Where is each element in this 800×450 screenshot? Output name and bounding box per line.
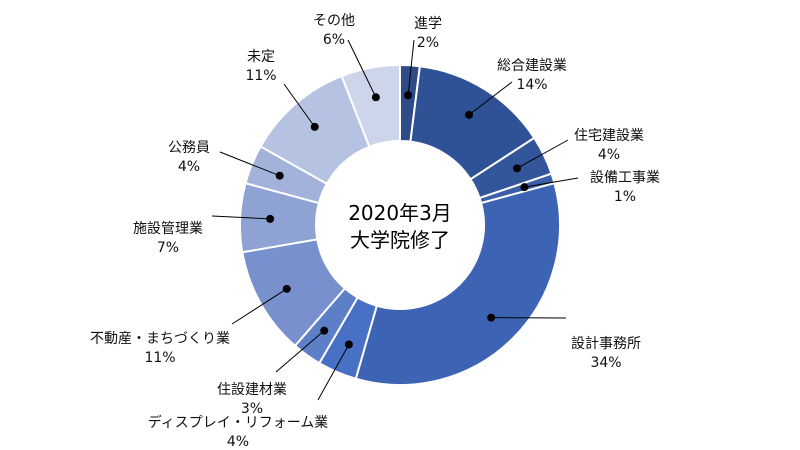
slice-value-11: 6% xyxy=(323,32,345,48)
leader-dot-10 xyxy=(310,122,319,131)
leader-dot-7 xyxy=(282,284,291,293)
leader-lines xyxy=(211,39,579,401)
leader-dot-4 xyxy=(487,313,496,322)
leader-line-7 xyxy=(231,288,288,325)
slice-value-0: 2% xyxy=(417,35,439,51)
slice-label-0: 進学 xyxy=(414,16,442,32)
slice-value-10: 11% xyxy=(245,68,276,84)
donut-slices xyxy=(239,63,561,386)
leader-dot-9 xyxy=(275,171,284,180)
slice-value-8: 7% xyxy=(157,240,179,256)
leader-dot-2 xyxy=(513,164,522,173)
slice-value-1: 14% xyxy=(516,77,547,93)
leader-line-8 xyxy=(211,215,271,220)
leader-dot-11 xyxy=(371,93,380,102)
leader-line-5 xyxy=(317,344,350,401)
leader-line-9 xyxy=(219,151,280,177)
slice-4 xyxy=(354,181,561,386)
leader-line-11 xyxy=(347,39,377,98)
leader-dot-1 xyxy=(465,110,474,119)
leader-line-10 xyxy=(283,83,316,128)
leader-dot-8 xyxy=(266,214,275,223)
slice-label-10: 未定 xyxy=(247,49,275,65)
slice-labels: 進学 2% 総合建設業 14% 住宅建設業 4% 設備工事業 1% 設計事務所 34% ディスプレイ… xyxy=(90,13,660,450)
leader-dot-6 xyxy=(320,326,329,335)
slice-value-4: 34% xyxy=(590,355,621,371)
leader-dot-0 xyxy=(404,91,413,100)
leader-line-1 xyxy=(468,81,513,116)
slice-value-9: 4% xyxy=(178,159,200,175)
leader-dot-5 xyxy=(344,340,353,349)
slice-label-3: 設備工事業 xyxy=(590,170,660,186)
slice-label-11: その他 xyxy=(313,13,355,29)
slice-value-6: 3% xyxy=(241,401,263,417)
slice-label-1: 総合建設業 xyxy=(497,58,567,74)
slice-label-2: 住宅建設業 xyxy=(574,128,644,144)
slice-label-5: ディスプレイ・リフォーム業 xyxy=(148,414,329,431)
slice-value-3: 1% xyxy=(614,189,636,205)
slice-value-5: 4% xyxy=(227,434,249,450)
leader-line-0 xyxy=(407,39,415,96)
leader-line-2 xyxy=(516,139,569,169)
center-title-line-2: 大学院修了 xyxy=(350,228,450,252)
leader-line-3 xyxy=(524,177,579,188)
leader-dot-3 xyxy=(520,183,529,192)
slice-value-7: 11% xyxy=(144,350,175,366)
slice-value-2: 4% xyxy=(598,147,620,163)
leader-line-6 xyxy=(275,330,325,373)
slice-label-6: 住設建材業 xyxy=(217,382,287,398)
center-title-line-1: 2020年3月 xyxy=(348,201,452,225)
slice-label-8: 施設管理業 xyxy=(133,221,203,237)
slice-label-9: 公務員 xyxy=(168,140,210,156)
slice-label-7: 不動産・まちづくり業 xyxy=(90,331,230,347)
slice-label-4: 設計事務所 xyxy=(571,336,641,352)
slice-11 xyxy=(340,63,401,149)
